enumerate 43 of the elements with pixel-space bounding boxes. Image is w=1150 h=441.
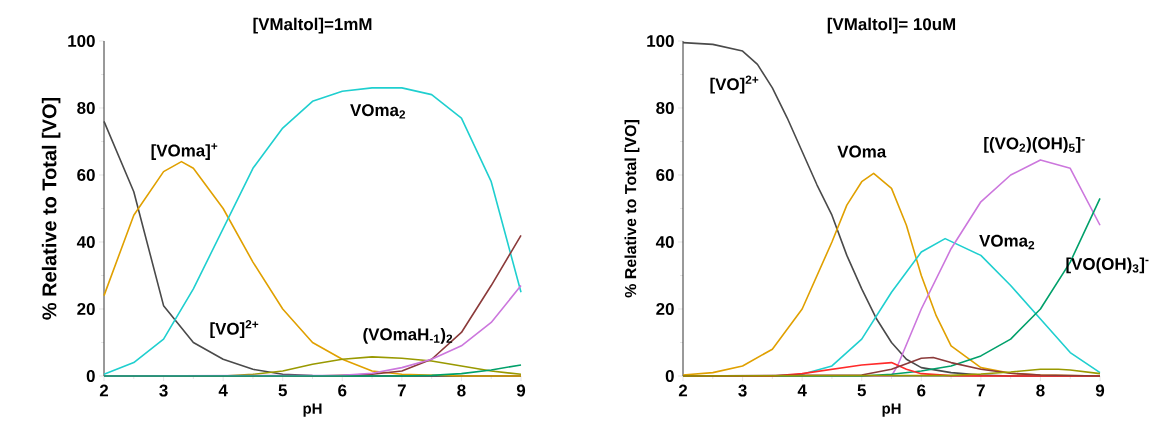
series-label: [VO]$^{2+}$ xyxy=(210,320,259,339)
y-tick-label: 80 xyxy=(656,102,674,114)
y-tick-label: 20 xyxy=(656,303,674,315)
x-tick-label: 2 xyxy=(99,384,109,397)
x-tick-label: 4 xyxy=(218,384,228,397)
y-axis-title: % Relative to Total [VO] xyxy=(41,97,61,320)
x-tick-label: 8 xyxy=(1036,384,1045,397)
chart-title: [VMaltol]= 10uM xyxy=(827,17,956,34)
y-tick-label: 60 xyxy=(656,169,674,181)
series-label: [(VO$_{2}$)(OH)$_{5}$]$^{-}$ xyxy=(984,136,1085,153)
x-tick-label: 3 xyxy=(738,384,747,397)
y-tick-label: 0 xyxy=(86,370,95,382)
y-tick-label: 100 xyxy=(647,35,674,47)
y-tick-label: 60 xyxy=(77,169,95,181)
series-label: [VO]$^{2+}$ xyxy=(710,75,759,94)
x-tick-label: 2 xyxy=(678,384,688,397)
x-axis-title: pH xyxy=(882,403,901,417)
x-tick-label: 6 xyxy=(917,384,926,397)
y-tick-label: 80 xyxy=(77,102,95,114)
y-tick-label: 100 xyxy=(68,35,95,47)
series-label: VOma xyxy=(837,145,887,158)
x-tick-label: 7 xyxy=(397,384,406,397)
x-tick-label: 9 xyxy=(516,384,526,397)
series-label: [VO(OH)$_{3}$]$^{-}$ xyxy=(1066,257,1149,274)
x-tick-label: 7 xyxy=(976,384,985,397)
series-label: VOma$_{2}$ xyxy=(979,234,1035,250)
series-label: (VOmaH$_{-1}$)$_{2}$ xyxy=(363,327,453,344)
chart-title: [VMaltol]=1mM xyxy=(253,17,372,34)
series-label: [VOma]$^{+}$ xyxy=(151,143,218,160)
x-tick-label: 4 xyxy=(797,384,807,397)
x-tick-label: 5 xyxy=(857,384,866,397)
x-axis-title: pH xyxy=(303,403,322,417)
y-axis-title: % Relative to Total [VO] xyxy=(624,120,640,298)
x-tick-label: 3 xyxy=(159,384,168,397)
y-tick-label: 0 xyxy=(665,370,674,382)
x-tick-label: 8 xyxy=(457,384,466,397)
x-tick-label: 9 xyxy=(1095,384,1105,397)
y-tick-label: 40 xyxy=(655,236,674,248)
x-tick-label: 5 xyxy=(278,384,287,397)
series-label: VOma$_{2}$ xyxy=(350,104,406,119)
y-tick-label: 40 xyxy=(76,236,95,248)
x-tick-label: 6 xyxy=(338,384,347,397)
y-tick-label: 20 xyxy=(77,303,95,315)
